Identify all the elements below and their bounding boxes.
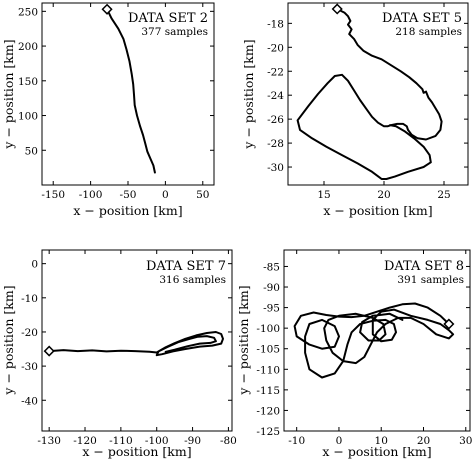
panel-subtitle: 391 samples — [397, 274, 464, 286]
plot-frame — [283, 249, 471, 432]
y-tick-label: -18 — [267, 18, 284, 30]
y-tick-label: -26 — [267, 114, 284, 126]
trajectory-line — [296, 8, 443, 180]
x-tick-label: -90 — [184, 435, 201, 447]
y-tick-label: 100 — [18, 111, 38, 123]
y-tick-label: -125 — [256, 426, 280, 438]
x-tick-label: 20 — [377, 189, 390, 201]
y-axis-label: y − position [km] — [1, 39, 16, 149]
x-tick-label: 30 — [459, 435, 472, 447]
y-tick-label: -20 — [267, 42, 284, 54]
y-tick-label: 0 — [31, 259, 38, 271]
x-tick-label: -120 — [73, 435, 97, 447]
x-tick-label: -100 — [79, 189, 103, 201]
y-tick-label: -30 — [267, 162, 284, 174]
x-tick-label: 50 — [196, 189, 209, 201]
y-tick-label: -24 — [267, 90, 284, 102]
y-tick-label: -28 — [267, 138, 284, 150]
start-marker-diamond — [331, 3, 343, 15]
y-tick-label: -90 — [263, 282, 280, 294]
y-tick-label: -40 — [21, 395, 38, 407]
x-tick-label: 15 — [317, 189, 330, 201]
x-axis-label: x − position [km] — [73, 203, 182, 218]
y-tick-label: -105 — [256, 344, 280, 356]
panel-title: DATA SET 2 — [128, 11, 208, 26]
x-tick-label: -150 — [41, 189, 65, 201]
x-tick-label: -10 — [288, 435, 305, 447]
x-axis-label: x − position [km] — [322, 444, 431, 459]
panel-data-set-2: DATA SET 2 377 samples x − position [km]… — [1, 2, 215, 218]
y-axis-label: y − position [km] — [241, 39, 256, 149]
plot-frame — [41, 249, 233, 432]
x-tick-label: -80 — [220, 435, 237, 447]
panel-data-set-7: DATA SET 7 316 samples x − position [km]… — [1, 249, 237, 459]
y-axis-label: y − position [km] — [236, 285, 251, 395]
x-tick-label: 25 — [437, 189, 450, 201]
y-tick-label: -115 — [256, 385, 280, 397]
x-tick-label: 0 — [336, 435, 343, 447]
y-tick-label: 50 — [25, 145, 38, 157]
x-tick-label: 0 — [162, 189, 169, 201]
panel-title: DATA SET 8 — [384, 259, 464, 274]
panel-subtitle: 316 samples — [159, 274, 226, 286]
start-marker-diamond — [101, 3, 113, 15]
y-tick-label: 200 — [18, 41, 38, 53]
y-tick-label: -95 — [263, 303, 280, 315]
y-tick-label: -110 — [256, 364, 280, 376]
panel-subtitle: 377 samples — [141, 26, 208, 38]
trajectory-line — [106, 8, 156, 174]
y-axis-label: y − position [km] — [1, 285, 16, 395]
x-tick-label: -50 — [120, 189, 137, 201]
y-tick-label: -30 — [21, 361, 38, 373]
x-tick-label: -110 — [109, 435, 133, 447]
panel-title: DATA SET 7 — [146, 259, 226, 274]
panel-data-set-5: DATA SET 5 218 samples x − position [km]… — [241, 2, 469, 218]
panel-title: DATA SET 5 — [382, 11, 462, 26]
y-tick-label: -10 — [21, 293, 38, 305]
x-tick-label: 20 — [417, 435, 430, 447]
start-marker-diamond — [43, 345, 55, 357]
y-tick-label: -120 — [256, 405, 280, 417]
x-tick-label: 10 — [375, 435, 388, 447]
y-tick-label: -85 — [263, 261, 280, 273]
x-tick-label: -130 — [37, 435, 61, 447]
trajectory-line — [48, 331, 224, 357]
plot-frame — [287, 2, 469, 186]
panel-subtitle: 218 samples — [395, 26, 462, 38]
y-tick-label: -22 — [267, 66, 284, 78]
y-tick-label: 150 — [18, 76, 38, 88]
trajectory-line — [293, 302, 455, 379]
panel-data-set-8: DATA SET 8 391 samples x − position [km]… — [236, 249, 472, 459]
x-tick-label: -100 — [145, 435, 169, 447]
x-axis-label: x − position [km] — [82, 444, 191, 459]
y-tick-label: 250 — [18, 6, 38, 18]
x-axis-label: x − position [km] — [323, 203, 432, 218]
start-marker-diamond — [443, 318, 455, 330]
y-tick-label: -20 — [21, 327, 38, 339]
y-tick-label: -100 — [256, 323, 280, 335]
